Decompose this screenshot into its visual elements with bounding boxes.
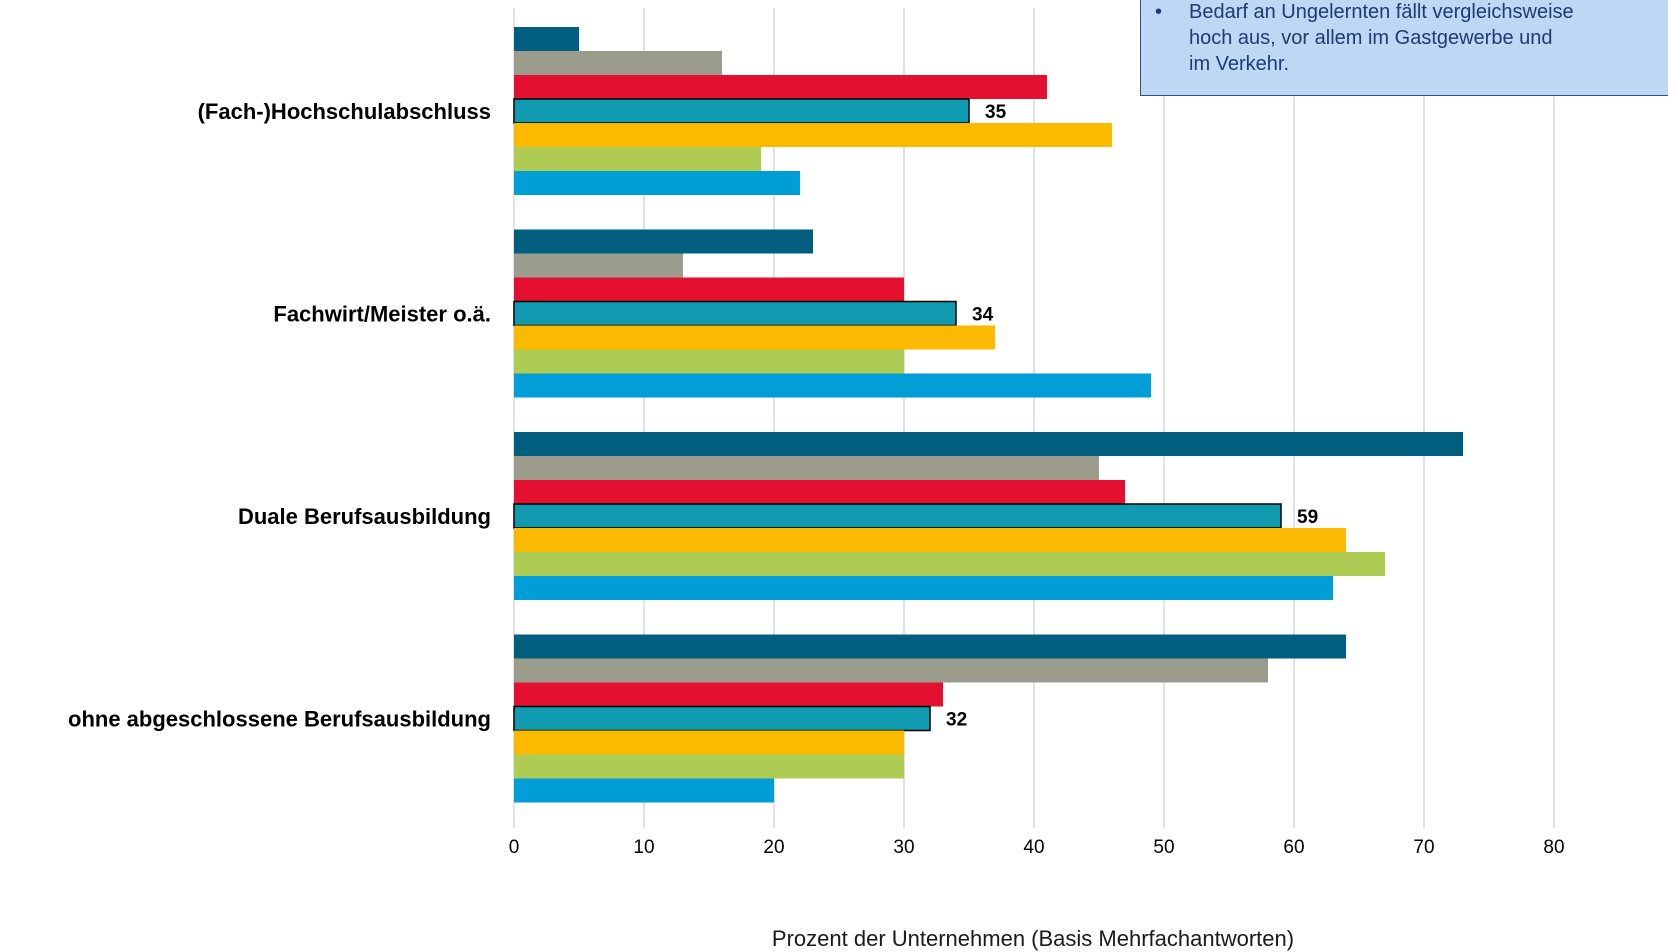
bar	[514, 147, 761, 171]
x-tick-label: 20	[763, 837, 784, 858]
data-labels: 35 34 59 32	[946, 102, 1318, 731]
bar	[514, 778, 774, 803]
x-tick-label: 80	[1543, 837, 1564, 858]
category-label: Fachwirt/Meister o.ä.	[273, 302, 491, 327]
bar	[514, 456, 1099, 480]
x-tick-label: 40	[1023, 837, 1044, 858]
category-label: Duale Berufsausbildung	[238, 504, 491, 529]
category-labels: (Fach-)Hochschulabschluss Fachwirt/Meiste…	[68, 99, 491, 732]
bar	[514, 552, 1385, 576]
bar	[513, 300, 957, 327]
bar	[514, 754, 904, 779]
x-tick-label: 50	[1153, 837, 1174, 858]
bar	[513, 705, 931, 732]
x-tick-label: 30	[893, 837, 914, 858]
x-tick-label: 60	[1283, 837, 1304, 858]
bar	[514, 253, 683, 278]
bar	[514, 349, 904, 374]
bar	[514, 432, 1463, 456]
bar	[514, 325, 995, 350]
bar	[514, 75, 1047, 99]
bar	[514, 730, 904, 755]
bar	[514, 277, 904, 302]
x-axis-title: Prozent der Unternehmen (Basis Mehrfacha…	[772, 926, 1294, 951]
bar	[514, 229, 813, 254]
note-text: Bedarf an Ungelernten fällt vergleichswe…	[1189, 1, 1574, 75]
bar	[514, 528, 1346, 552]
note-item: • Bedarf an Ungelernten fällt vergleichs…	[1155, 0, 1668, 77]
bar	[513, 503, 1282, 529]
data-label: 35	[985, 102, 1007, 123]
note-box: • Bedarf an Ungelernten fällt vergleichs…	[1140, 0, 1668, 96]
bar	[514, 576, 1333, 600]
bar	[514, 123, 1112, 147]
bar	[514, 634, 1346, 659]
bar	[514, 682, 943, 707]
data-label: 59	[1297, 507, 1318, 528]
data-label: 34	[972, 305, 994, 326]
bars	[513, 27, 1463, 803]
bar	[514, 480, 1125, 504]
bar	[514, 658, 1268, 683]
x-tick-label: 0	[509, 837, 520, 858]
x-tick-labels: 0 10 20 30 40 50 60 70 80	[509, 837, 1565, 858]
bar	[513, 98, 970, 124]
bar	[514, 51, 722, 75]
note-bullet: •	[1155, 1, 1163, 23]
bar	[514, 171, 800, 195]
category-label: ohne abgeschlossene Berufsausbildung	[68, 707, 491, 732]
category-label: (Fach-)Hochschulabschluss	[198, 99, 491, 124]
bar	[514, 373, 1151, 398]
x-tick-label: 70	[1413, 837, 1434, 858]
x-tick-label: 10	[633, 837, 654, 858]
data-label: 32	[946, 710, 967, 731]
bar	[514, 27, 579, 51]
